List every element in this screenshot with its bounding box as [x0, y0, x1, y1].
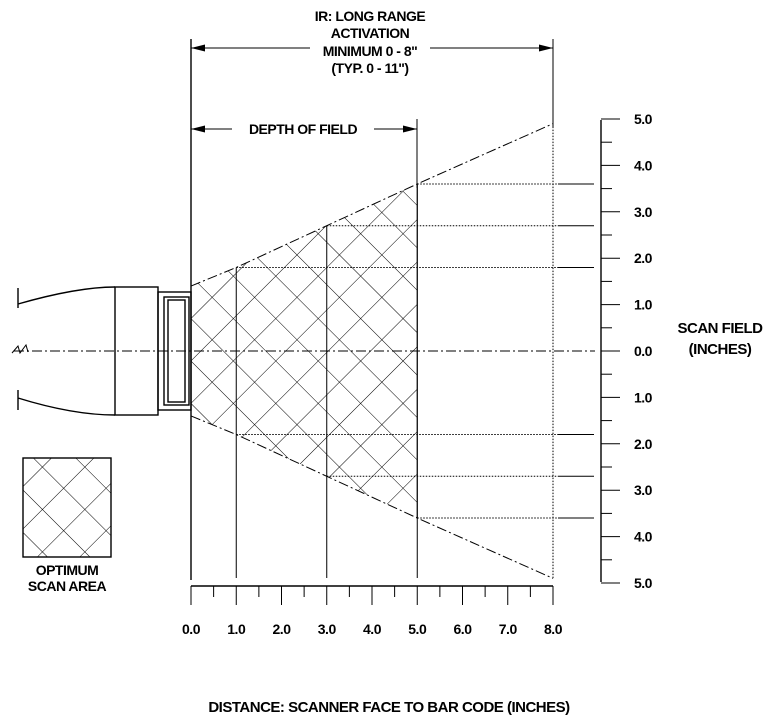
field-width-leaders [236, 183, 594, 519]
scanner-window [167, 299, 186, 403]
distance-tick-label: 2.0 [273, 621, 292, 637]
scan-field-tick-label: 3.0 [634, 482, 653, 498]
scan-field-tick-label: 1.0 [634, 389, 653, 405]
scan-field-tick-label: 2.0 [634, 436, 653, 452]
scan-field-tick-label: 5.0 [634, 575, 653, 591]
scan-field-title: SCAN FIELD (INCHES) [678, 320, 764, 358]
scan-field-title-line-1: SCAN FIELD [678, 320, 764, 337]
scanner-head [11, 286, 192, 416]
distance-tick-label: 5.0 [408, 621, 427, 637]
scan-field-tick-label: 5.0 [634, 111, 653, 127]
header-line-1: IR: LONG RANGE [315, 8, 426, 24]
distance-tick-label: 1.0 [227, 621, 246, 637]
legend: OPTIMUM SCAN AREA [22, 457, 112, 594]
scan-field-tick-label: 4.0 [634, 157, 653, 173]
distance-tick-label: 4.0 [363, 621, 382, 637]
distance-tick-label: 8.0 [544, 621, 563, 637]
header-line-2: ACTIVATION [331, 25, 410, 41]
activation-dimension [191, 44, 553, 52]
legend-label-line-1: OPTIMUM [36, 562, 99, 578]
scanner-handle [17, 286, 116, 416]
scan-field-tick-label: 4.0 [634, 529, 653, 545]
distance-tick-label: 3.0 [318, 621, 337, 637]
distance-scale: 0.0 1.0 2.0 3.0 4.0 5.0 6.0 7.0 8.0 [182, 585, 563, 637]
scan-field-tick-label: 1.0 [634, 297, 653, 313]
legend-swatch [22, 457, 112, 558]
header-line-3: MINIMUM 0 - 8" [323, 43, 418, 59]
depth-of-field-dimension: DEPTH OF FIELD [191, 121, 417, 137]
activation-range-label: IR: LONG RANGE ACTIVATION MINIMUM 0 - 8"… [315, 8, 426, 76]
field-reference-verticals [235, 183, 418, 578]
break-symbol [11, 343, 29, 355]
depth-of-field-label: DEPTH OF FIELD [249, 121, 358, 137]
distance-tick-label: 0.0 [182, 621, 201, 637]
activation-arrow-right [539, 44, 553, 52]
activation-arrow-left [191, 44, 205, 52]
distance-tick-label: 6.0 [454, 621, 473, 637]
scan-field-tick-label: 0.0 [634, 343, 653, 359]
dof-arrow-left [191, 125, 205, 133]
scanner-nose [157, 291, 192, 411]
distance-axis-title: DISTANCE: SCANNER FACE TO BAR CODE (INCH… [208, 699, 570, 715]
scan-field-tick-label: 3.0 [634, 204, 653, 220]
scan-field-tick-label: 2.0 [634, 250, 653, 266]
header-line-4: (TYP. 0 - 11") [331, 60, 408, 76]
dof-arrow-right [403, 125, 417, 133]
scanner-window-frame [163, 296, 190, 406]
distance-tick-label: 7.0 [499, 621, 518, 637]
scan-field-title-line-2: (INCHES) [689, 341, 752, 358]
legend-label-line-2: SCAN AREA [28, 578, 107, 594]
scan-field-scale: 5.0 4.0 3.0 2.0 1.0 0.0 1.0 2.0 3.0 4.0 5.0 [600, 111, 653, 591]
